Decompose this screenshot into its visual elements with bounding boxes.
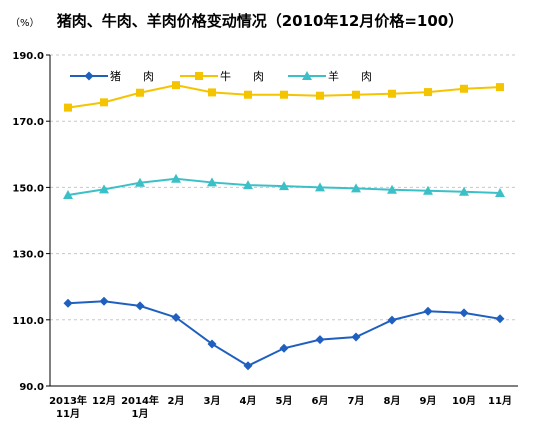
y-tick-label: 150.0 — [12, 183, 44, 194]
data-point — [84, 71, 94, 81]
data-point — [459, 308, 469, 318]
x-tick-label: 8月 — [384, 395, 401, 407]
data-point — [315, 182, 325, 192]
y-axis: 90.0 110.0 130.0 150.0 170.0 190.0 — [12, 51, 50, 393]
data-point — [207, 339, 217, 349]
data-point — [351, 332, 361, 342]
data-point — [135, 301, 145, 311]
legend: 猪 肉牛 肉羊 肉 — [70, 69, 372, 83]
data-point — [136, 88, 144, 97]
data-point — [63, 190, 73, 200]
data-point — [351, 183, 361, 193]
data-point — [423, 185, 433, 195]
x-tick-label: 6月 — [312, 395, 329, 407]
x-tick-label: 12月 — [92, 395, 116, 407]
x-tick-label: 4月 — [240, 395, 257, 407]
data-point — [99, 296, 109, 306]
x-tick-label: 7月 — [348, 395, 365, 407]
y-tick-label: 130.0 — [12, 250, 44, 261]
data-point — [100, 98, 108, 107]
series-line — [67, 300, 501, 367]
unit-label: （%） — [10, 17, 40, 29]
data-point — [171, 173, 181, 183]
data-point — [280, 90, 288, 99]
data-point — [352, 90, 360, 99]
data-point — [244, 90, 252, 99]
data-point — [172, 81, 180, 90]
data-point — [387, 184, 397, 194]
x-axis: 2013年 11月 12月 2014年 1月 2月 3月 4月 5月 6月 7月 8月 9月 10月 11月 — [49, 394, 512, 420]
data-point — [424, 88, 432, 97]
data-point — [279, 181, 289, 191]
series-group — [63, 81, 505, 371]
x-tick-label: 2014年 1月 — [121, 394, 159, 420]
data-point — [388, 89, 396, 98]
x-tick-label: 3月 — [204, 395, 221, 407]
data-point — [316, 91, 324, 100]
data-point — [387, 315, 397, 325]
data-point — [243, 361, 253, 371]
data-point — [495, 314, 505, 324]
legend-item: 羊 肉 — [288, 69, 372, 83]
data-point — [496, 83, 504, 92]
x-tick-label: 2月 — [168, 395, 185, 407]
y-tick-label: 190.0 — [12, 51, 44, 62]
series-3 — [63, 173, 505, 200]
legend-label: 牛 肉 — [220, 69, 264, 83]
data-point — [460, 84, 468, 93]
gridlines — [49, 54, 518, 387]
data-point — [135, 177, 145, 187]
data-point — [279, 343, 289, 353]
y-tick-label: 90.0 — [19, 382, 44, 393]
y-tick-label: 170.0 — [12, 117, 44, 128]
x-tick-label: 2013年 11月 — [49, 394, 87, 420]
series-2 — [64, 81, 504, 112]
x-tick-label: 5月 — [276, 395, 293, 407]
data-point — [495, 188, 505, 198]
legend-item: 牛 肉 — [180, 69, 264, 83]
data-point — [459, 186, 469, 196]
legend-item: 猪 肉 — [70, 70, 154, 83]
data-point — [64, 103, 72, 112]
data-point — [63, 298, 73, 308]
data-point — [195, 72, 203, 80]
chart-title: 猪肉、牛肉、羊肉价格变动情况（2010年12月价格=100） — [56, 12, 464, 30]
data-point — [243, 180, 253, 190]
legend-label: 猪 肉 — [110, 70, 154, 83]
legend-label: 羊 肉 — [328, 69, 372, 83]
data-point — [207, 177, 217, 187]
data-point — [423, 306, 433, 316]
data-point — [99, 184, 109, 194]
data-point — [302, 71, 312, 80]
x-tick-label: 10月 — [452, 395, 476, 407]
x-tick-label: 11月 — [488, 395, 512, 407]
data-point — [315, 335, 325, 345]
x-tick-label: 9月 — [420, 395, 437, 407]
series-1 — [63, 296, 505, 371]
data-point — [171, 312, 181, 322]
data-point — [208, 88, 216, 97]
y-tick-label: 110.0 — [12, 316, 44, 327]
